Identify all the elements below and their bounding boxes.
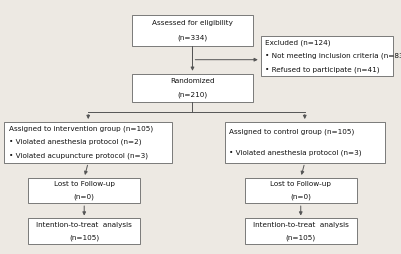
Text: (n=105): (n=105): [69, 234, 99, 241]
Text: Assigned to control group (n=105): Assigned to control group (n=105): [229, 129, 354, 135]
FancyBboxPatch shape: [245, 218, 357, 244]
Text: (n=0): (n=0): [290, 194, 311, 200]
Text: (n=105): (n=105): [286, 234, 316, 241]
Text: Excluded (n=124): Excluded (n=124): [265, 39, 331, 45]
Text: Lost to Follow-up: Lost to Follow-up: [270, 181, 331, 187]
Text: (n=0): (n=0): [74, 194, 95, 200]
Text: • Not meeting inclusion criteria (n=83): • Not meeting inclusion criteria (n=83): [265, 53, 401, 59]
Text: • Violated anesthesia protocol (n=2): • Violated anesthesia protocol (n=2): [9, 139, 141, 146]
Text: • Violated acupuncture protocol (n=3): • Violated acupuncture protocol (n=3): [9, 153, 148, 159]
Text: Intention-to-treat  analysis: Intention-to-treat analysis: [36, 222, 132, 228]
FancyBboxPatch shape: [132, 15, 253, 46]
Text: Randomized: Randomized: [170, 78, 215, 84]
Text: Assessed for eligibility: Assessed for eligibility: [152, 20, 233, 26]
FancyBboxPatch shape: [132, 74, 253, 102]
Text: Intention-to-treat  analysis: Intention-to-treat analysis: [253, 222, 349, 228]
FancyBboxPatch shape: [4, 122, 172, 163]
Text: (n=334): (n=334): [177, 35, 208, 41]
FancyBboxPatch shape: [245, 178, 357, 203]
Text: Assigned to intervention group (n=105): Assigned to intervention group (n=105): [9, 125, 153, 132]
Text: (n=210): (n=210): [177, 91, 208, 98]
Text: Lost to Follow-up: Lost to Follow-up: [54, 181, 115, 187]
FancyBboxPatch shape: [28, 178, 140, 203]
FancyBboxPatch shape: [225, 122, 385, 163]
FancyBboxPatch shape: [28, 218, 140, 244]
Text: • Violated anesthesia protocol (n=3): • Violated anesthesia protocol (n=3): [229, 149, 362, 156]
FancyBboxPatch shape: [261, 36, 393, 76]
Text: • Refused to participate (n=41): • Refused to participate (n=41): [265, 66, 380, 73]
